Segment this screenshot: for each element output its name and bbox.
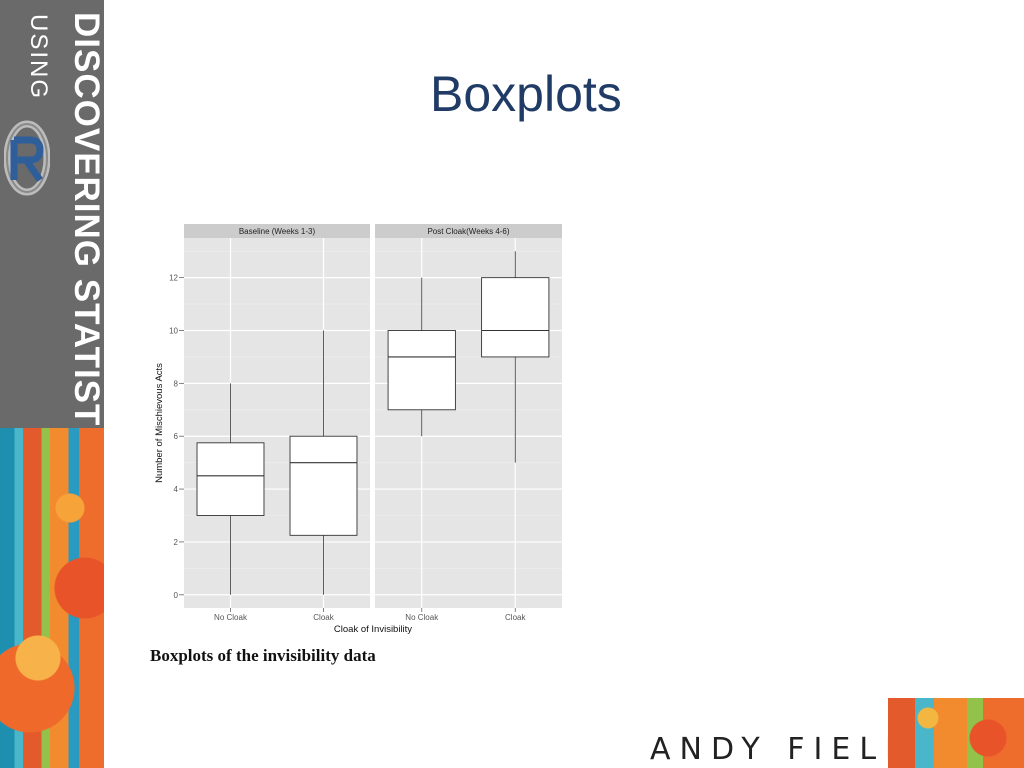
author-name: ANDY FIELD <box>650 732 918 767</box>
sidebar-title: DISCOVERING STATISTICS <box>52 12 104 488</box>
y-axis-label: Number of Mischievous Acts <box>154 363 165 483</box>
panel-background <box>184 238 370 608</box>
box <box>289 435 358 536</box>
box <box>481 277 550 358</box>
x-tick-label: No Cloak <box>214 613 248 622</box>
x-tick-label: Cloak <box>505 613 526 622</box>
x-tick-label: Cloak <box>313 613 334 622</box>
x-tick-label: No Cloak <box>405 613 439 622</box>
facet-label: Baseline (Weeks 1-3) <box>239 227 316 236</box>
y-tick-label: 8 <box>174 379 179 388</box>
y-tick-label: 6 <box>174 432 179 441</box>
figure-caption: Boxplots of the invisibility data <box>150 646 376 665</box>
facet-label: Post Cloak(Weeks 4-6) <box>427 227 509 236</box>
slide-title: Boxplots <box>430 66 622 122</box>
box <box>387 330 456 411</box>
boxplot-chart: 0 2 4 6 8 10 12 Baseline (Weeks 1-3) No Cloak Clo… <box>150 220 570 640</box>
y-tick-label: 2 <box>174 538 179 547</box>
boxplot-svg: 0 2 4 6 8 10 12 Baseline (Weeks 1-3) No Cloak Clo… <box>154 224 562 635</box>
y-tick-label: 4 <box>174 485 179 494</box>
y-tick-label: 12 <box>169 274 178 283</box>
y-tick-label: 0 <box>174 591 179 600</box>
sidebar-artwork <box>0 428 104 768</box>
y-tick-label: 10 <box>169 327 178 336</box>
footer-artwork <box>888 698 1024 768</box>
facet-strip <box>184 224 370 238</box>
r-logo-icon <box>4 118 50 198</box>
x-axis-label: Cloak of Invisibility <box>334 624 412 635</box>
sidebar-banner: DISCOVERING STATISTICS USING <box>0 0 104 768</box>
box <box>196 442 265 516</box>
sidebar-title-line2: USING <box>25 14 52 101</box>
sidebar-title-line1: DISCOVERING STATISTICS <box>67 12 104 488</box>
facet-strip <box>375 224 562 238</box>
